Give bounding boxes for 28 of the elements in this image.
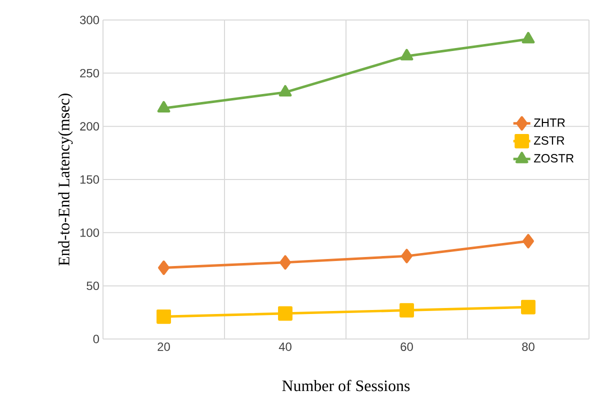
legend-label: ZSTR (534, 136, 564, 145)
y-tick-label: 50 (86, 282, 100, 290)
point (401, 248, 412, 264)
x-tick-label: 80 (522, 342, 534, 351)
legend-label: ZOSTR (534, 154, 574, 163)
y-axis-title: End-to-End Latency(msec) (58, 94, 73, 266)
point (521, 300, 536, 314)
point (280, 255, 291, 270)
point (156, 309, 171, 324)
x-tick-label: 40 (278, 342, 292, 351)
legend-label: ZHTR (534, 118, 565, 127)
x-axis-title: Number of Sessions (282, 380, 410, 392)
point (278, 306, 292, 321)
point (400, 303, 414, 318)
x-tick-label: 60 (400, 342, 413, 351)
point (157, 101, 170, 112)
point (278, 85, 292, 97)
y-tick-label: 250 (80, 68, 100, 78)
y-tick-label: 150 (80, 175, 100, 184)
y-tick-label: 300 (80, 16, 100, 24)
point (158, 260, 170, 275)
point (400, 48, 414, 60)
y-tick-label: 0 (93, 334, 100, 344)
point (522, 32, 535, 44)
x-tick-label: 20 (158, 342, 170, 351)
point (522, 234, 534, 248)
y-tick-label: 200 (80, 122, 100, 131)
y-tick-label: 100 (80, 228, 100, 237)
